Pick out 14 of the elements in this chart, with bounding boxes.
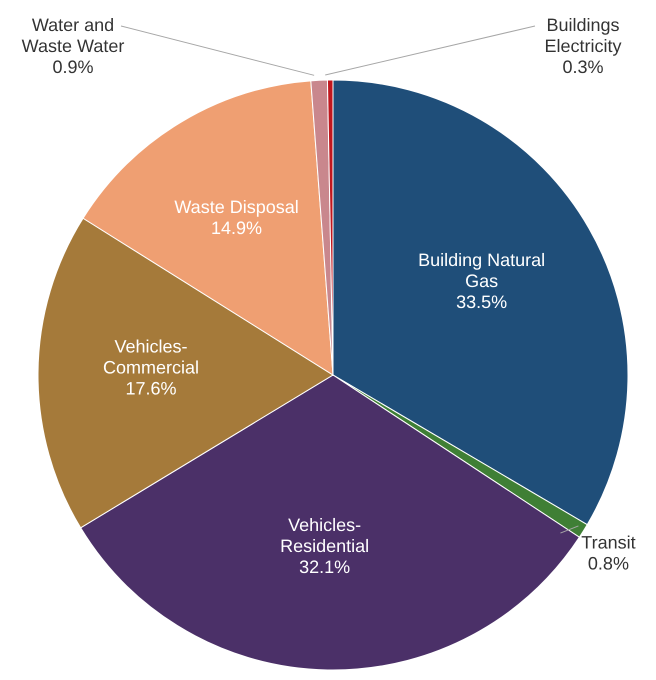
data-label: 0.3% — [562, 56, 604, 77]
slice-label: Vehicles-Residential — [280, 514, 370, 556]
data-label: 0.9% — [52, 56, 94, 77]
slice-label: Buildings Electricity — [544, 14, 622, 56]
slice-label: Waste Disposal — [174, 196, 299, 217]
slice-label: Building Natural Gas — [418, 250, 546, 291]
data-label: 33.5% — [456, 292, 508, 312]
slice-label: Vehicles-Commercial — [103, 336, 200, 378]
data-label: 0.8% — [588, 553, 629, 574]
data-label: 17.6% — [125, 378, 177, 398]
data-label: 32.1% — [299, 556, 350, 577]
slice-label: Water and Waste Water — [22, 14, 124, 56]
data-label: 14.9% — [211, 218, 262, 238]
slice-label: Transit — [581, 532, 636, 552]
